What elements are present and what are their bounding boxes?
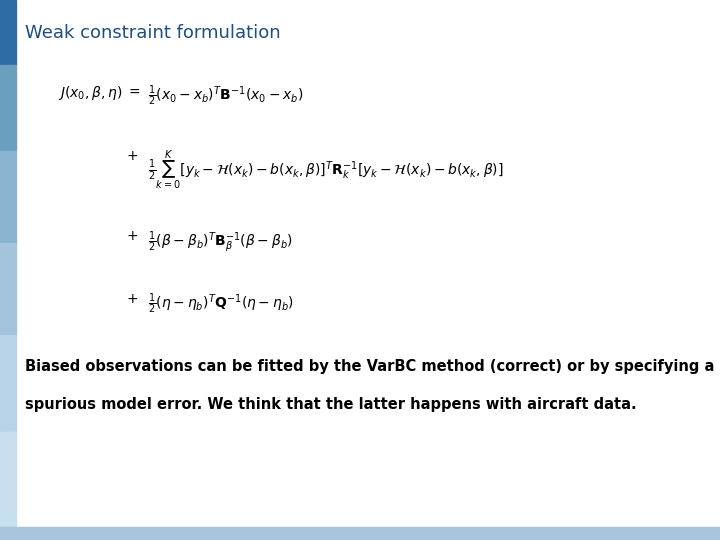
Text: $=$: $=$ [126, 84, 141, 98]
Bar [0, 526, 720, 540]
Text: Biased observations can be fitted by the VarBC method (correct) or by specifying: Biased observations can be fitted by the… [25, 359, 714, 374]
Bar [0, 0, 16, 65]
Text: $\frac{1}{2}(\eta - \eta_b)^T\mathbf{Q}^{-1}(\eta - \eta_b)$: $\frac{1}{2}(\eta - \eta_b)^T\mathbf{Q}^… [148, 292, 294, 316]
Text: Weak constraint formulation: Weak constraint formulation [25, 24, 281, 42]
Text: $J(x_0,\beta,\eta)$: $J(x_0,\beta,\eta)$ [58, 84, 122, 102]
Bar [0, 65, 16, 151]
Bar [0, 243, 16, 335]
Text: $+$: $+$ [126, 148, 138, 163]
Bar [0, 335, 16, 432]
Text: $+$: $+$ [126, 230, 138, 244]
Text: $\frac{1}{2}(\beta - \beta_b)^T\mathbf{B}_\beta^{-1}(\beta - \beta_b)$: $\frac{1}{2}(\beta - \beta_b)^T\mathbf{B… [148, 230, 292, 255]
Text: $+$: $+$ [126, 292, 138, 306]
Bar [0, 151, 16, 243]
Bar [0, 432, 16, 540]
Text: $\frac{1}{2}(x_0 - x_b)^T\mathbf{B}^{-1}(x_0 - x_b)$: $\frac{1}{2}(x_0 - x_b)^T\mathbf{B}^{-1}… [148, 84, 303, 108]
Text: spurious model error. We think that the latter happens with aircraft data.: spurious model error. We think that the … [25, 397, 636, 412]
Text: $\frac{1}{2}\sum_{k=0}^{K}[y_k - \mathcal{H}(x_k) - b(x_k,\beta)]^T\mathbf{R}_k^: $\frac{1}{2}\sum_{k=0}^{K}[y_k - \mathca… [148, 148, 503, 192]
